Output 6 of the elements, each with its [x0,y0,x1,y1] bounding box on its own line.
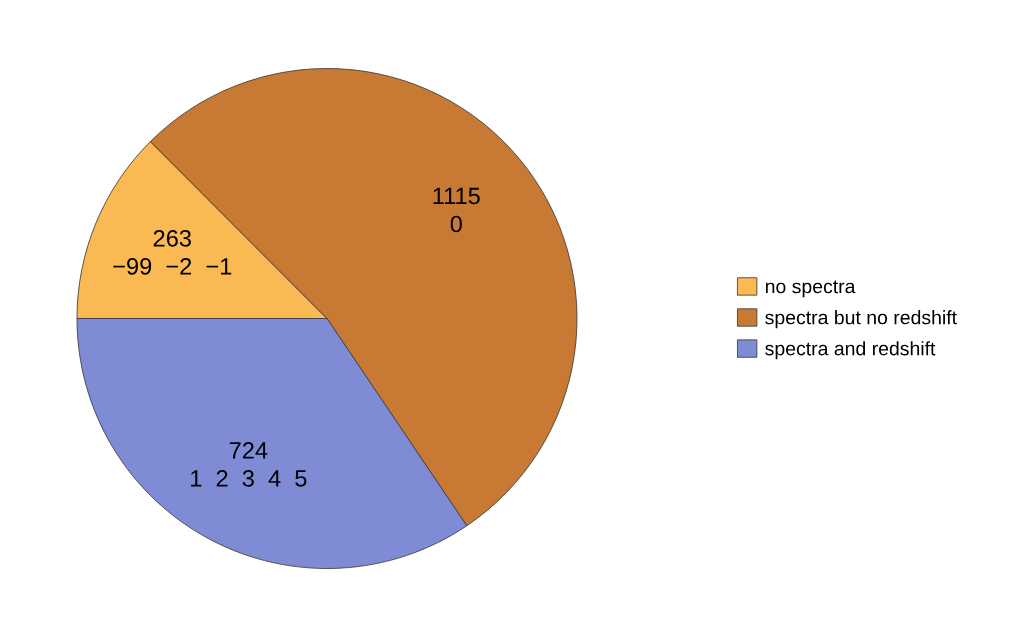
data-label: 1115 0 [433,187,480,233]
legend-label: no spectra [765,280,856,298]
data-label: 724 1 2 3 4 5 [191,442,307,487]
legend-label: spectra and redshift [765,341,936,360]
data-label: 263 −99 −2 −1 [113,229,232,275]
legend-label: spectra but no redshift [765,310,957,329]
